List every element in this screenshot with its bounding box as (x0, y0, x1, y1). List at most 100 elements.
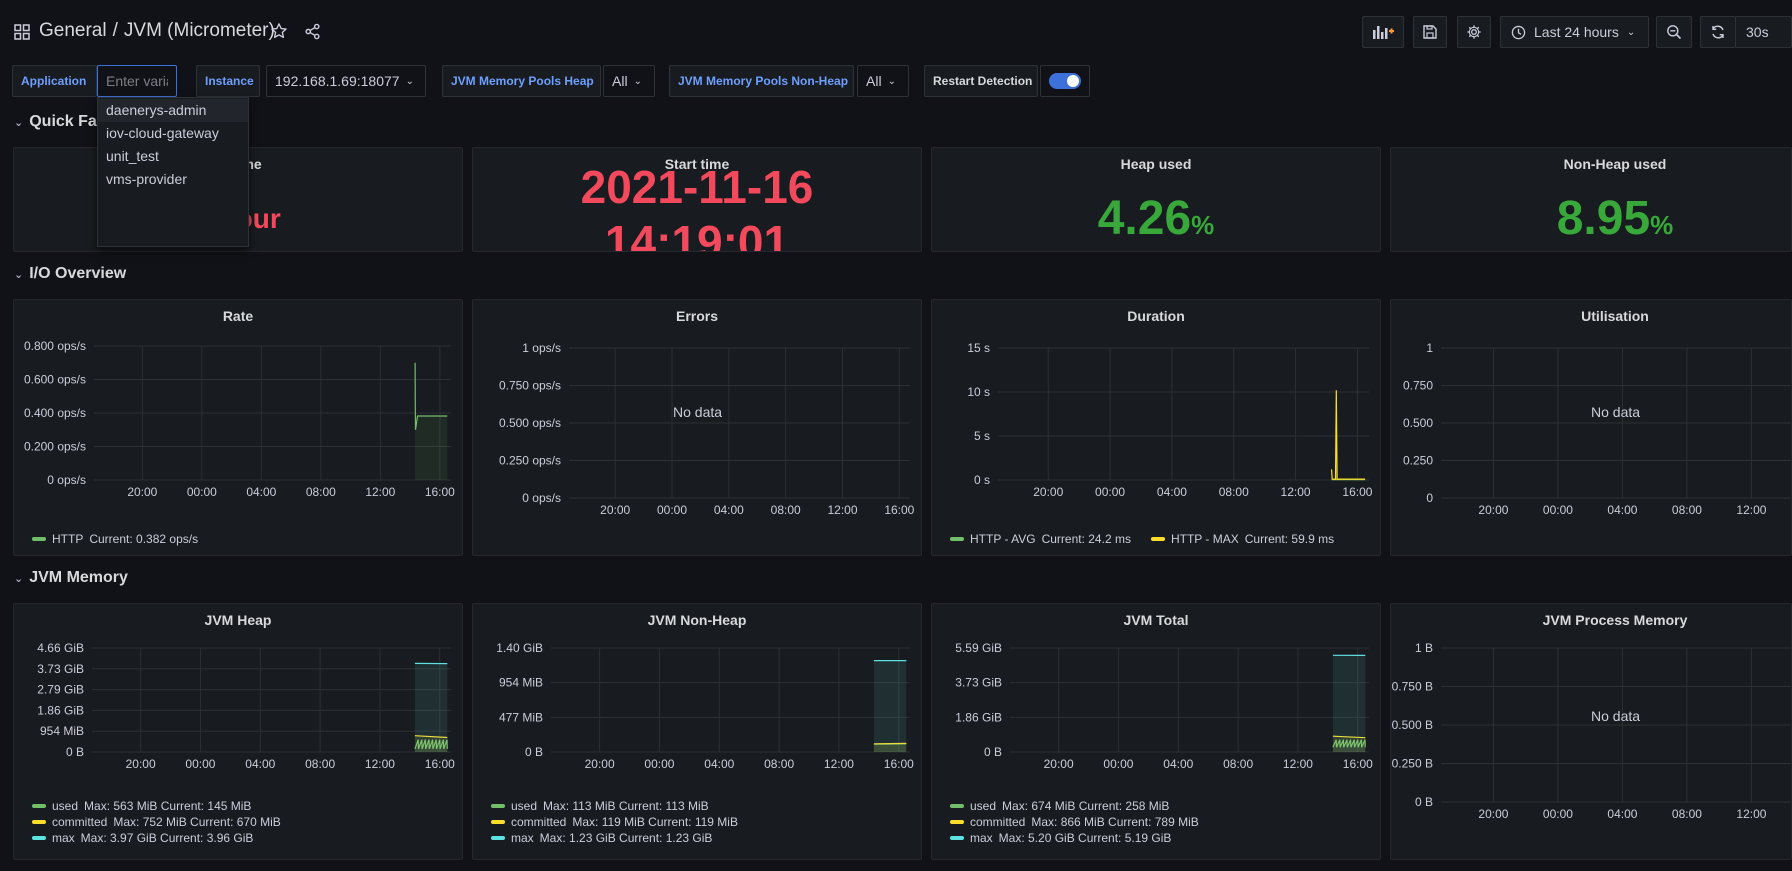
start-time-clock: 14:19:01 (604, 216, 790, 252)
dropdown-option[interactable]: daenerys-admin (98, 99, 248, 122)
legend-series-stats: Max: 674 MiB Current: 258 MiB (1002, 799, 1170, 813)
y-tick-label: 0.750 ops/s (499, 379, 561, 393)
legend-item[interactable]: committed Max: 752 MiB Current: 670 MiB (32, 815, 281, 829)
x-tick-label: 20:00 (585, 757, 615, 771)
series-line-used (1332, 739, 1366, 748)
x-tick-label: 00:00 (657, 503, 687, 517)
y-tick-label: 0 B (525, 745, 543, 759)
x-tick-label: 08:00 (1672, 807, 1702, 821)
x-tick-label: 12:00 (1736, 807, 1766, 821)
row-io-overview[interactable]: ⌄ I/O Overview (14, 265, 126, 283)
nonheap-pools-variable-select[interactable]: All ⌄ (857, 65, 909, 97)
series-area (1332, 736, 1366, 752)
legend-series-name: HTTP (52, 532, 84, 546)
row-jvm-memory[interactable]: ⌄ JVM Memory (14, 569, 128, 587)
add-panel-button[interactable] (1362, 16, 1404, 48)
dropdown-option[interactable]: iov-cloud-gateway (106, 125, 219, 141)
legend-series-stats: Max: 113 MiB Current: 113 MiB (543, 799, 709, 813)
legend-item[interactable]: max Max: 3.97 GiB Current: 3.96 GiB (32, 831, 253, 845)
legend-series-name: committed (511, 815, 567, 829)
zoom-out-button[interactable] (1656, 16, 1692, 48)
application-variable-label: Application (12, 65, 97, 97)
application-variable-input[interactable] (97, 65, 177, 97)
restart-detection-toggle-wrapper (1040, 65, 1090, 97)
x-tick-label: 08:00 (1219, 485, 1249, 499)
series-area (873, 660, 907, 752)
y-tick-label: 0.500 ops/s (499, 416, 561, 430)
dropdown-option[interactable]: vms-provider (106, 171, 187, 187)
errors-panel: Errors 1 ops/s 0.750 ops/s 0.500 ops/s 0.25… (472, 299, 922, 556)
x-tick-label: 04:00 (246, 485, 276, 499)
y-tick-label: 1 ops/s (522, 341, 561, 355)
series-line-http-max (1331, 390, 1366, 480)
legend-item[interactable]: committed Max: 866 MiB Current: 789 MiB (950, 815, 1199, 829)
dropdown-option[interactable]: unit_test (106, 148, 159, 164)
x-tick-label: 04:00 (1163, 757, 1193, 771)
nonheap-used-unit: % (1650, 210, 1674, 240)
y-tick-label: 1.86 GiB (955, 710, 1002, 724)
heap-used-panel: Heap used 4.26% (931, 147, 1381, 252)
refresh-button[interactable] (1700, 16, 1736, 48)
x-tick-label: 00:00 (187, 485, 217, 499)
series-area (873, 743, 907, 752)
legend-item[interactable]: committed Max: 119 MiB Current: 119 MiB (491, 815, 738, 829)
dashboard-title[interactable]: JVM (Micrometer) (123, 20, 275, 41)
legend-series-stats: Current: 0.382 ops/s (89, 532, 199, 546)
y-tick-label: 0.250 ops/s (499, 454, 561, 468)
instance-variable-label: Instance (196, 65, 260, 97)
chevron-down-icon: ⌄ (405, 75, 414, 87)
panel-title: JVM Non-Heap (647, 612, 747, 628)
x-tick-label: 12:00 (365, 485, 395, 499)
errors-chart: 1 ops/s 0.750 ops/s 0.500 ops/s 0.250 ops/s… (499, 341, 915, 517)
y-tick-label: 0 B (66, 745, 84, 759)
legend-item[interactable]: max Max: 1.23 GiB Current: 1.23 GiB (491, 831, 712, 845)
jvm-heap-chart: 4.66 GiB 3.73 GiB 2.79 GiB 1.86 GiB 954 MiB 0… (37, 641, 455, 771)
x-tick-label: 12:00 (824, 757, 854, 771)
panel-title: Rate (222, 308, 254, 324)
legend-item[interactable]: used Max: 674 MiB Current: 258 MiB (950, 799, 1169, 813)
x-tick-label: 16:00 (884, 503, 914, 517)
legend-series-name: max (511, 831, 534, 845)
series-area (1332, 739, 1366, 752)
jvm-nonheap-panel: JVM Non-Heap 1.40 GiB 954 MiB 477 MiB 0 B 20… (472, 603, 922, 860)
chevron-down-icon: ⌄ (1626, 26, 1636, 38)
panel-title: JVM Total (1123, 612, 1189, 628)
x-tick-label: 12:00 (1283, 757, 1313, 771)
legend-series-name: used (511, 799, 538, 813)
dashboards-grid-icon[interactable] (14, 24, 30, 40)
nonheap-used-value: 8.95 (1556, 192, 1651, 245)
save-dashboard-button[interactable] (1413, 16, 1447, 48)
legend-item[interactable]: used Max: 113 MiB Current: 113 MiB (491, 799, 709, 813)
utilisation-panel: Utilisation 1 0.750 0.500 0.250 0 20:00 00:00 0… (1390, 299, 1792, 556)
x-tick-label: 20:00 (1478, 807, 1508, 821)
add-panel-icon (1373, 26, 1394, 39)
x-tick-label: 04:00 (714, 503, 744, 517)
restart-detection-toggle[interactable] (1049, 73, 1081, 89)
refresh-interval-picker[interactable]: 30s (1735, 16, 1792, 48)
dashboard-settings-button[interactable] (1457, 16, 1491, 48)
nonheap-pools-variable-value: All (866, 73, 882, 89)
duration-panel: Duration 15 s 10 s 5 s 0 s 20:00 00:00 04:00 08… (931, 299, 1381, 556)
instance-variable-value: 192.168.1.69:18077 (275, 73, 400, 89)
legend-series-stats: Max: 752 MiB Current: 670 MiB (113, 815, 281, 829)
legend-item[interactable]: max Max: 5.20 GiB Current: 5.19 GiB (950, 831, 1171, 845)
panel-title: JVM Heap (204, 612, 272, 628)
legend-item[interactable]: used Max: 563 MiB Current: 145 MiB (32, 799, 251, 813)
x-tick-label: 00:00 (185, 757, 215, 771)
refresh-interval-label: 30s (1746, 24, 1769, 40)
y-tick-label: 3.73 GiB (955, 676, 1002, 690)
share-icon[interactable] (304, 23, 321, 40)
legend-item[interactable]: HTTP Current: 0.382 ops/s (32, 532, 198, 546)
heap-pools-variable-select[interactable]: All ⌄ (603, 65, 655, 97)
legend-item[interactable]: HTTP - AVG Current: 24.2 ms (950, 532, 1131, 546)
legend-series-name: HTTP - MAX (1170, 532, 1239, 546)
time-range-picker[interactable]: Last 24 hours ⌄ (1500, 16, 1649, 48)
instance-variable-select[interactable]: 192.168.1.69:18077 ⌄ (266, 65, 426, 97)
legend-item[interactable]: HTTP - MAX Current: 59.9 ms (1150, 532, 1334, 546)
y-tick-label: 1 B (1415, 641, 1433, 655)
top-bar: General / JVM (Micrometer) (0, 0, 1792, 64)
jvm-process-memory-panel: JVM Process Memory 1 B 0.750 B 0.500 B 0.25… (1390, 603, 1792, 860)
series-line-used (414, 739, 448, 750)
star-icon[interactable] (270, 22, 288, 40)
breadcrumb-folder[interactable]: General (39, 20, 107, 41)
